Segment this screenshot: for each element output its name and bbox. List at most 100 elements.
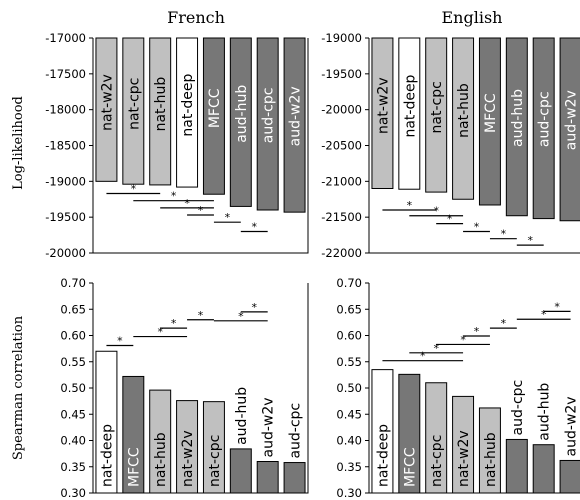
ytick-label: -17500	[45, 67, 86, 81]
bar-label: MFCC	[402, 447, 418, 487]
significance-star: *	[433, 205, 439, 218]
significance-star: *	[198, 204, 204, 217]
bar-aud-w2v	[257, 462, 278, 494]
bar-label: nat-cpc	[207, 435, 223, 487]
ytick-label: 0.35	[60, 460, 86, 474]
ytick-label: 0.70	[336, 276, 362, 290]
significance-star: *	[252, 221, 258, 234]
bar-label: nat-hub	[483, 432, 499, 487]
significance-star: *	[225, 211, 231, 224]
ytick-label: -17000	[45, 31, 86, 45]
bar-aud-cpc	[506, 439, 527, 493]
bar-label: aud-cpc	[537, 91, 553, 147]
ytick-label: 0.65	[336, 302, 362, 316]
bar-label: aud-w2v	[261, 397, 277, 457]
significance-star: *	[117, 334, 123, 347]
bar-aud-cpc	[284, 463, 305, 493]
french-title: French	[167, 8, 225, 27]
bar-label: nat-hub	[456, 83, 472, 138]
ytick-label: -22000	[321, 246, 362, 260]
bar-label: nat-w2v	[99, 74, 115, 131]
bar-label: nat-hub	[153, 77, 169, 132]
bar-label: nat-cpc	[429, 435, 445, 487]
bar-label: aud-cpc	[288, 403, 304, 459]
ytick-label: -18000	[45, 103, 86, 117]
ytick-label: 0.65	[60, 302, 86, 316]
significance-star: *	[171, 190, 177, 203]
panels: -17000 -17500 -18000 -18500 -19000 -19500 -200…	[45, 31, 580, 500]
significance-star: *	[433, 342, 439, 355]
ytick-label: -20500	[321, 139, 362, 153]
ytick-label: 0.60	[60, 329, 86, 343]
significance-star: *	[501, 228, 507, 241]
bar-label: aud-w2v	[288, 86, 304, 146]
english-spearman-panel: 0.30 0.35 0.40 0.45 0.50 0.55 0.60 0.65 0.70 nat-…	[336, 276, 580, 500]
significance-star: *	[554, 300, 560, 313]
bar-aud-hub	[230, 449, 251, 493]
ytick-label: 0.70	[60, 276, 86, 290]
ytick-label: 0.45	[60, 407, 86, 421]
english-loglik-panel: -19000 -19500 -20000 -20500 -21000 -21500 -220…	[321, 31, 580, 260]
ytick-label: 0.30	[60, 486, 86, 500]
bar-aud-hub	[533, 445, 554, 493]
significance-star: *	[252, 301, 258, 314]
bar-label: nat-deep	[99, 424, 115, 487]
significance-star: *	[474, 325, 480, 338]
ytick-label: 0.45	[336, 407, 362, 421]
french-loglik-panel: -17000 -17500 -18000 -18500 -19000 -19500 -200…	[45, 31, 308, 260]
ytick-label: -20000	[321, 103, 362, 117]
bar-label: nat-deep	[402, 74, 418, 137]
ytick-label: 0.35	[336, 460, 362, 474]
ytick-label: -19500	[45, 210, 86, 224]
ytick-label: 0.40	[60, 434, 86, 448]
bar-label: nat-hub	[153, 432, 169, 487]
english-title: English	[442, 8, 503, 27]
ytick-label: -19000	[45, 174, 86, 188]
ytick-label: 0.50	[336, 381, 362, 395]
ytick-label: -19000	[321, 31, 362, 45]
bar-label: nat-cpc	[429, 81, 445, 133]
french-spearman-panel: 0.30 0.35 0.40 0.45 0.50 0.55 0.60 0.65 0.70 nat-…	[60, 276, 308, 500]
bar-label: aud-w2v	[564, 396, 580, 456]
significance-star: *	[460, 333, 466, 346]
ytick-label: 0.60	[336, 329, 362, 343]
significance-star: *	[407, 199, 413, 212]
bar-label: aud-hub	[234, 387, 250, 445]
bar-label: nat-deep	[375, 424, 391, 487]
significance-star: *	[171, 317, 177, 330]
significance-star: *	[474, 221, 480, 234]
log-likelihood-ylabel: Log-likelihood	[11, 96, 26, 190]
ytick-label: -18500	[45, 139, 86, 153]
bar-label: nat-cpc	[126, 78, 142, 130]
bar-label: aud-hub	[537, 383, 553, 441]
significance-star: *	[528, 234, 534, 247]
bar-label: MFCC	[483, 93, 499, 133]
ytick-label: -19500	[321, 67, 362, 81]
spearman-ylabel: Spearman correlation	[11, 315, 26, 460]
ytick-label: -21500	[321, 210, 362, 224]
ytick-label: 0.40	[336, 434, 362, 448]
significance-star: *	[184, 197, 190, 210]
significance-star: *	[157, 326, 163, 339]
significance-star: *	[447, 213, 453, 226]
bar-label: aud-hub	[234, 85, 250, 143]
significance-star: *	[198, 309, 204, 322]
bar-label: nat-w2v	[180, 430, 196, 487]
bar-label: MFCC	[126, 447, 142, 487]
significance-star: *	[541, 308, 547, 321]
bar-label: aud-cpc	[510, 380, 526, 436]
bar-label: aud-w2v	[564, 90, 580, 150]
bar-label: nat-w2v	[375, 77, 391, 134]
significance-star: *	[420, 350, 426, 363]
ytick-label: 0.50	[60, 381, 86, 395]
ytick-label: 0.55	[336, 355, 362, 369]
ytick-label: 0.30	[336, 486, 362, 500]
ytick-label: -21000	[321, 174, 362, 188]
significance-star: *	[501, 317, 507, 330]
significance-star: *	[131, 183, 137, 196]
bar-aud-w2v	[560, 460, 580, 493]
bar-label: aud-hub	[510, 89, 526, 147]
bar-label: nat-deep	[180, 73, 196, 136]
bar-label: MFCC	[207, 88, 223, 128]
